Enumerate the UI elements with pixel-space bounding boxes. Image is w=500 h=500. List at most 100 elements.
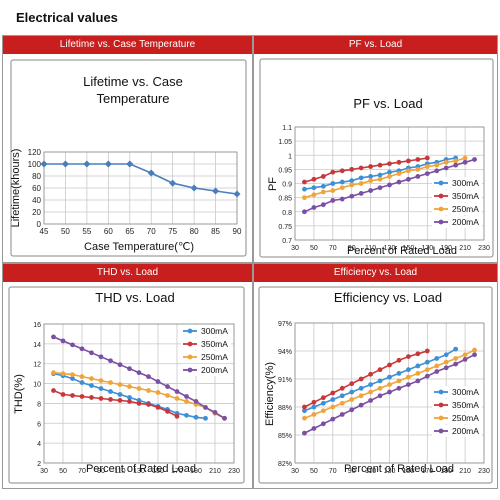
x-tick-label: 130 [384,468,396,475]
data-point [406,176,411,182]
legend-swatch-marker [438,180,444,186]
x-tick-label: 80 [190,227,199,236]
efficiency-chart: 82% 85% 88% 91% 94% 97% 30 50 70 90 110 130 150 170 19… [258,286,493,484]
data-point [424,373,430,379]
data-point [127,366,132,372]
x-tick-label: 210 [459,245,471,252]
data-point [98,386,104,391]
y-tick-label: 60 [32,184,41,193]
data-point [174,413,180,419]
data-point [155,390,161,395]
data-point [108,358,113,364]
data-point [387,174,392,179]
data-point [108,380,113,385]
y-tick-label: 2 [37,461,41,468]
pf-chart: 0.7 0.75 0.8 0.85 0.9 0.95 1 1.05 1.1 30 50 70 90 110… [259,58,494,258]
data-point [193,414,199,420]
y-tick-label: 97% [278,321,292,328]
data-point [117,382,123,387]
y-tick-label: 88% [278,405,292,412]
lifetime-panel-header: Lifetime vs. Case Temperature [3,36,252,54]
x-tick-label: 130 [384,245,396,252]
x-tick-label: 65 [125,227,134,236]
data-point [155,379,161,384]
data-point [79,394,85,399]
legend-label: 300mA [201,326,228,336]
data-point [193,399,199,404]
y-tick-label: 0.7 [282,238,292,245]
legend-bg [432,386,482,398]
y-tick-label: 16 [33,322,41,329]
data-point [396,378,402,384]
data-point [387,362,392,368]
x-tick-label: 50 [310,468,318,475]
data-point [79,380,85,385]
x-tick-label: 30 [291,468,299,475]
legend-swatch-marker [438,389,444,395]
legend-swatch-marker [438,206,444,212]
data-point [89,376,94,382]
page-title: Electrical values [16,10,118,25]
data-point [320,183,326,189]
data-point [358,190,364,196]
legend-bg [432,412,482,424]
data-point [387,182,392,188]
data-point [396,179,402,185]
data-point [377,367,383,373]
data-point [396,159,402,165]
legend-bg [181,325,231,337]
data-point [368,188,373,193]
data-point [174,396,180,401]
data-point [387,389,392,395]
data-point [136,386,142,391]
data-point [320,421,326,427]
data-point [415,351,421,357]
data-point [462,159,468,165]
data-point [377,385,383,391]
data-point [339,400,345,406]
y-tick-label: 0.95 [278,167,292,174]
y-tick-label: 1.05 [278,139,292,146]
data-point [311,205,317,210]
data-point [89,383,94,388]
y-tick-label: 12 [33,362,41,369]
y-tick-label: 80 [32,172,41,181]
data-point [396,171,402,177]
thd-panel-header: THD vs. Load [3,264,252,282]
data-point [311,192,317,198]
x-tick-label: 190 [440,468,452,475]
data-point [434,162,440,168]
data-point [330,390,336,396]
y-tick-label: 8 [37,401,41,408]
y-axis-label: THD(%) [13,374,25,414]
data-point [377,393,383,399]
data-point [339,385,345,391]
legend-swatch-marker [438,402,444,408]
data-point [320,174,326,179]
x-tick-label: 90 [97,468,105,475]
data-point [222,415,227,421]
data-point [60,371,66,377]
legend-swatch-marker [438,193,444,199]
data-point [311,426,317,431]
x-tick-label: 210 [459,468,471,475]
data-point [349,389,355,395]
plot-area [294,126,485,241]
data-point [311,404,317,410]
data-point [443,352,449,358]
data-point [330,404,336,410]
chart-title: THD vs. Load [95,290,174,305]
data-point [212,409,218,415]
chart-title: Temperature [97,91,170,106]
legend-swatch-marker [438,428,444,434]
chart-frame [10,59,247,257]
x-tick-label: 110 [365,245,376,252]
legend-label: 200mA [452,426,479,436]
x-tick-label: 55 [82,227,91,236]
x-tick-label: 75 [168,227,177,236]
data-point [302,195,307,201]
x-tick-label: 45 [40,227,49,236]
data-point [406,367,411,373]
data-point [184,399,189,404]
data-point [377,185,383,191]
